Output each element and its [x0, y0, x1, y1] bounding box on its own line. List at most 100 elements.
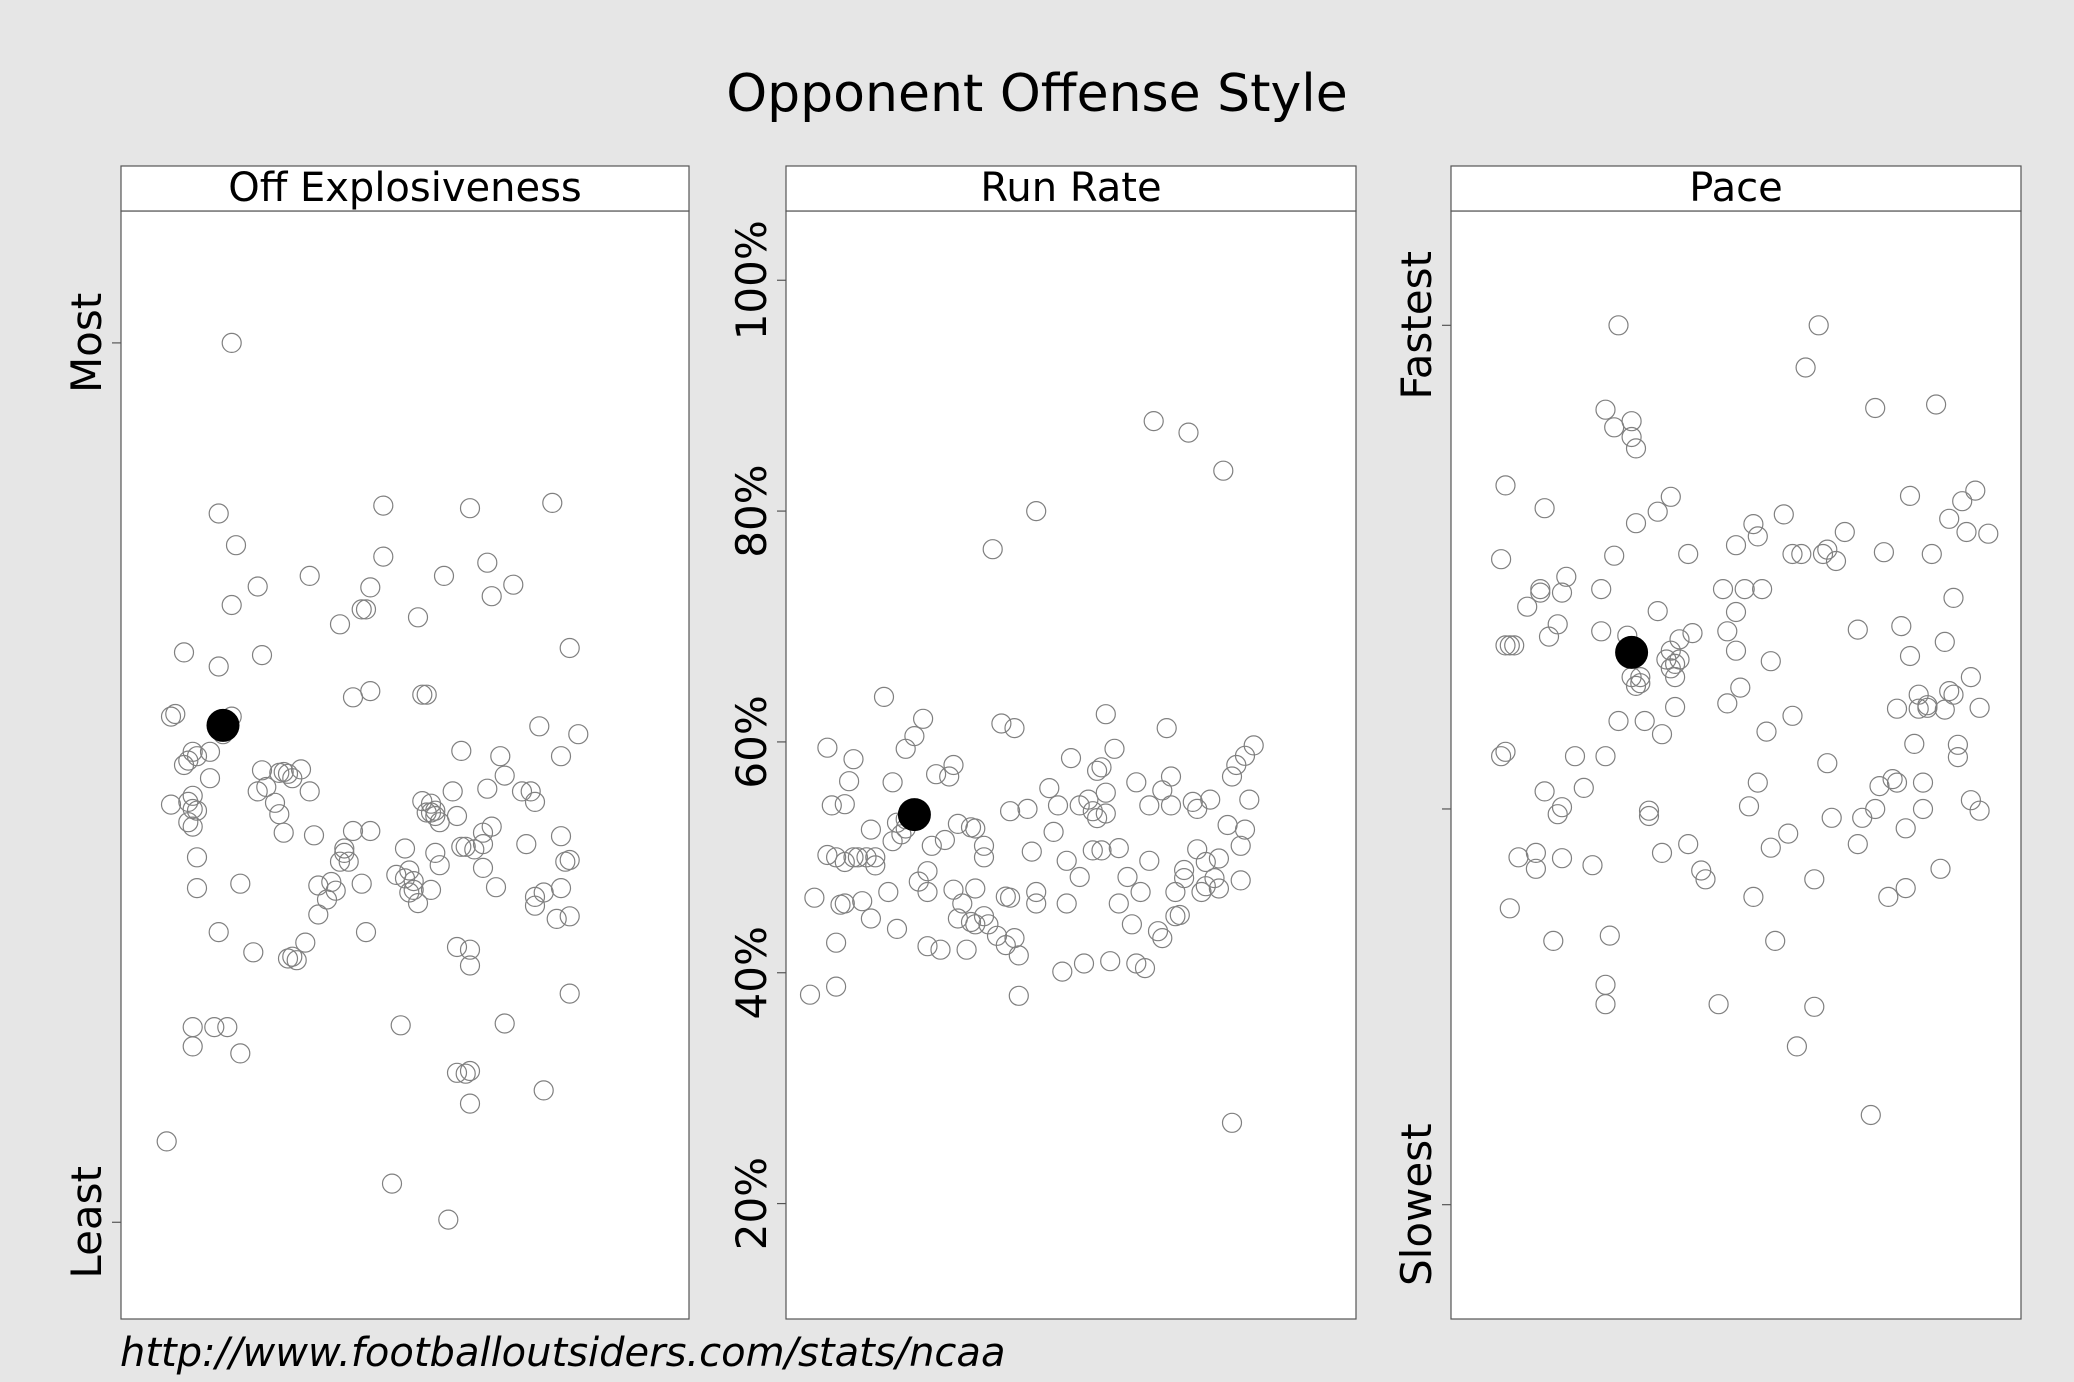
data-point: [1725, 640, 1747, 661]
data-point: [1004, 717, 1025, 739]
data-point: [1599, 925, 1620, 946]
data-point: [1786, 1036, 1808, 1057]
data-point: [1117, 866, 1138, 888]
data-point: [286, 950, 307, 971]
data-point: [847, 847, 869, 868]
data-point: [1886, 698, 1908, 719]
data-point: [1091, 757, 1112, 778]
data-point: [416, 684, 437, 705]
data-point: [1534, 498, 1555, 519]
data-point: [503, 574, 524, 595]
data-point: [1043, 821, 1064, 843]
y-tick-label: 20%: [727, 1157, 776, 1250]
data-point: [1678, 833, 1699, 855]
data-point: [390, 1015, 411, 1036]
data-point: [1939, 680, 1960, 702]
data-point: [817, 844, 838, 866]
data-point: [221, 594, 242, 616]
data-point: [160, 794, 182, 815]
data-point: [455, 836, 476, 857]
data-point: [1939, 508, 1960, 529]
data-point: [1495, 635, 1516, 656]
data-point: [1865, 798, 1886, 820]
data-point: [1956, 521, 1977, 543]
data-point: [1847, 833, 1868, 855]
data-point: [412, 684, 433, 705]
data-point: [1100, 951, 1121, 972]
data-point: [1152, 927, 1173, 949]
data-point: [407, 607, 429, 628]
data-point: [1725, 535, 1747, 556]
data-point: [1717, 621, 1738, 642]
data-point: [1004, 927, 1025, 949]
data-point: [1039, 777, 1060, 799]
data-point: [481, 586, 502, 607]
data-point: [973, 835, 995, 856]
data-point: [1978, 523, 1999, 544]
data-point: [1708, 994, 1729, 1015]
data-point: [1912, 798, 1934, 820]
data-point: [1243, 735, 1264, 756]
data-point: [1634, 710, 1655, 732]
data-point: [165, 703, 186, 725]
data-point: [943, 754, 964, 776]
data-point: [1139, 795, 1160, 816]
data-point: [965, 878, 986, 899]
data-point: [481, 816, 502, 837]
data-point: [529, 716, 550, 737]
data-point: [1239, 789, 1260, 810]
data-point: [1669, 629, 1690, 650]
data-point: [1934, 631, 1955, 653]
data-point: [1156, 717, 1177, 739]
data-point: [550, 746, 572, 767]
data-point: [1817, 539, 1838, 560]
data-point: [1743, 513, 1764, 535]
data-point: [891, 824, 912, 845]
data-point: [1760, 651, 1781, 672]
data-point: [1547, 804, 1568, 825]
data-point: [264, 792, 286, 813]
data-point: [173, 642, 195, 663]
data-point: [360, 820, 381, 842]
data-point: [277, 763, 299, 784]
data-point: [991, 713, 1012, 734]
data-point: [425, 805, 446, 827]
data-point: [1678, 543, 1699, 565]
data-point: [1730, 677, 1751, 698]
data-point: [804, 887, 825, 908]
data-point: [1221, 1112, 1243, 1133]
y-tick-label: 100%: [727, 220, 776, 340]
y-tick-label: Fastest: [1392, 251, 1441, 400]
data-point: [1682, 622, 1703, 644]
data-point: [1930, 858, 1951, 879]
data-point: [1495, 475, 1516, 496]
y-tick-label: 60%: [727, 695, 776, 788]
data-point: [1773, 504, 1794, 525]
data-point: [1134, 957, 1156, 979]
data-point: [856, 847, 877, 868]
data-point: [1630, 673, 1651, 694]
data-point: [1525, 842, 1547, 864]
data-point: [930, 939, 951, 960]
data-point: [825, 976, 847, 997]
data-point: [1095, 803, 1116, 824]
data-point: [1965, 480, 1986, 501]
data-point: [451, 740, 472, 762]
data-point: [1573, 777, 1594, 799]
data-point: [1812, 543, 1834, 565]
data-point: [1664, 666, 1686, 688]
data-point: [1638, 805, 1660, 827]
data-point: [834, 893, 855, 914]
data-point: [1525, 858, 1547, 879]
data-point: [878, 881, 899, 903]
data-point: [173, 754, 195, 776]
data-point: [860, 819, 882, 840]
data-point: [225, 535, 247, 556]
highlight-point: [1615, 635, 1649, 669]
data-point: [1234, 819, 1256, 840]
data-point: [1621, 426, 1642, 448]
data-point: [1195, 851, 1216, 873]
data-point: [1021, 841, 1042, 862]
data-point: [290, 759, 312, 780]
